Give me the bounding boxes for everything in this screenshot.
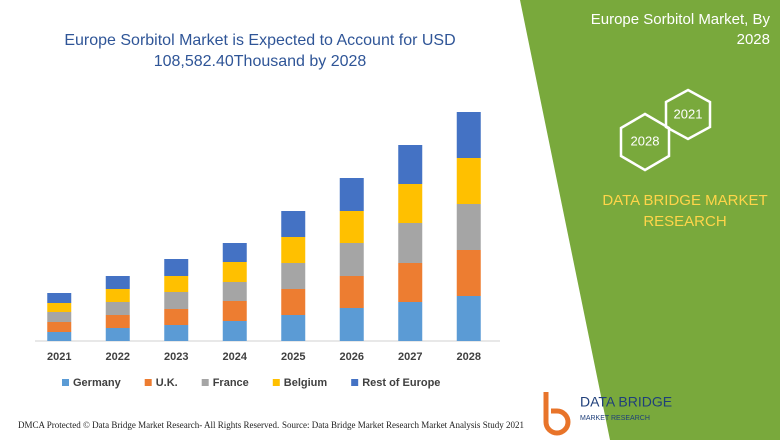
legend-label: Germany <box>73 377 122 389</box>
bar-segment <box>456 250 481 296</box>
bar-segment <box>456 112 481 158</box>
legend-swatch <box>62 379 69 386</box>
legend-label: Rest of Europe <box>362 377 440 389</box>
bar-segment <box>164 292 189 309</box>
bar-segment <box>339 211 364 243</box>
bar-segment <box>339 178 364 211</box>
bar-segment <box>281 211 306 237</box>
bar-segment <box>281 315 306 341</box>
bar-segment <box>47 312 72 322</box>
bar-segment <box>47 322 72 332</box>
bar-segment <box>281 263 306 289</box>
x-tick-label: 2026 <box>340 351 364 363</box>
bar-segment <box>222 243 247 262</box>
bar-segment <box>456 204 481 250</box>
bar-segment <box>281 289 306 315</box>
legend-label: U.K. <box>156 377 178 389</box>
logo-name: DATA BRIDGE <box>580 394 672 410</box>
bar-segment <box>456 158 481 204</box>
bar-segment <box>47 303 72 312</box>
bar-segment <box>105 328 130 341</box>
bar-segment <box>222 301 247 321</box>
legend-swatch <box>144 379 152 386</box>
bar-segment <box>222 262 247 282</box>
bar-segment <box>398 184 423 223</box>
bar-segment <box>398 263 423 302</box>
footer-left: DMCA Protected © Data Bridge Market Rese… <box>18 420 280 430</box>
x-tick-label: 2023 <box>164 351 188 363</box>
panel-brand: DATA BRIDGE MARKET RESEARCH <box>602 192 768 230</box>
bar-segment <box>339 243 364 276</box>
bar-segment <box>105 302 130 315</box>
bar-segment <box>398 145 423 184</box>
x-tick-label: 2025 <box>281 351 305 363</box>
bar-segment <box>456 296 481 341</box>
legend-swatch <box>272 379 280 386</box>
chart-title: Europe Sorbitol Market is Expected to Ac… <box>64 32 456 70</box>
bar-segment <box>398 223 423 263</box>
x-tick-label: 2028 <box>457 351 481 363</box>
bar-segment <box>339 308 364 341</box>
bar-segment <box>164 325 189 341</box>
footer-right: Source: Data Bridge Market Research Mark… <box>282 420 524 430</box>
panel-title: Europe Sorbitol Market, By 2028 <box>590 11 770 48</box>
bar-segment <box>105 276 130 289</box>
x-tick-label: 2024 <box>223 351 248 363</box>
legend-label: France <box>213 377 249 389</box>
hex-label: 2028 <box>631 133 660 148</box>
logo-mark <box>543 392 571 436</box>
green-panel <box>520 0 780 440</box>
x-tick-label: 2021 <box>47 351 71 363</box>
bar-segment <box>222 321 247 341</box>
bar-segment <box>339 276 364 308</box>
bar-segment <box>164 259 189 276</box>
chart: 2021 2022 2023 2024 2025 2026 2027 2028 Germany U… <box>35 112 500 389</box>
bar-segment <box>47 293 72 303</box>
legend-swatch <box>351 379 359 386</box>
legend-label: Belgium <box>284 377 328 389</box>
x-tick-label: 2027 <box>398 351 422 363</box>
bar-segment <box>164 276 189 292</box>
bar-segment <box>281 237 306 263</box>
bar-segment <box>398 302 423 341</box>
logo-tagline: MARKET RESEARCH <box>580 415 650 422</box>
x-tick-label: 2022 <box>106 351 130 363</box>
bar-segment <box>222 282 247 301</box>
legend-swatch <box>201 379 209 386</box>
bar-segment <box>105 289 130 302</box>
hexagon <box>664 88 712 141</box>
hex-label: 2021 <box>674 106 703 121</box>
bar-segment <box>164 309 189 325</box>
bar-segment <box>47 332 72 341</box>
bar-segment <box>105 315 130 328</box>
